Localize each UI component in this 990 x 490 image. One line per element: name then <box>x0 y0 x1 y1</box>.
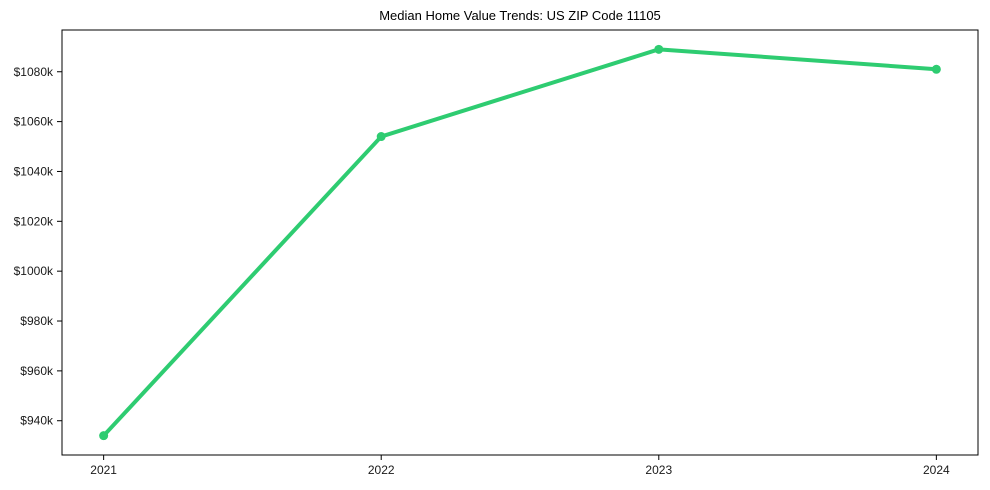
data-point <box>99 431 109 441</box>
y-tick-label: $1020k <box>14 214 54 228</box>
y-tick-label: $1060k <box>14 115 54 129</box>
x-tick-label: 2022 <box>368 463 395 477</box>
x-tick-label: 2024 <box>923 463 950 477</box>
y-tick-label: $940k <box>20 414 54 428</box>
x-tick-label: 2021 <box>90 463 117 477</box>
data-point <box>931 64 941 74</box>
y-tick-label: $1040k <box>14 164 54 178</box>
y-tick-label: $1000k <box>14 264 54 278</box>
y-tick-label: $1080k <box>14 65 54 79</box>
y-tick-label: $980k <box>20 314 54 328</box>
trend-line <box>101 47 939 438</box>
plot-border <box>61 29 979 456</box>
data-point <box>376 132 386 142</box>
data-point <box>654 44 664 54</box>
x-tick-label: 2023 <box>645 463 672 477</box>
y-tick-label: $960k <box>20 364 54 378</box>
chart-title: Median Home Value Trends: US ZIP Code 11… <box>379 8 661 23</box>
